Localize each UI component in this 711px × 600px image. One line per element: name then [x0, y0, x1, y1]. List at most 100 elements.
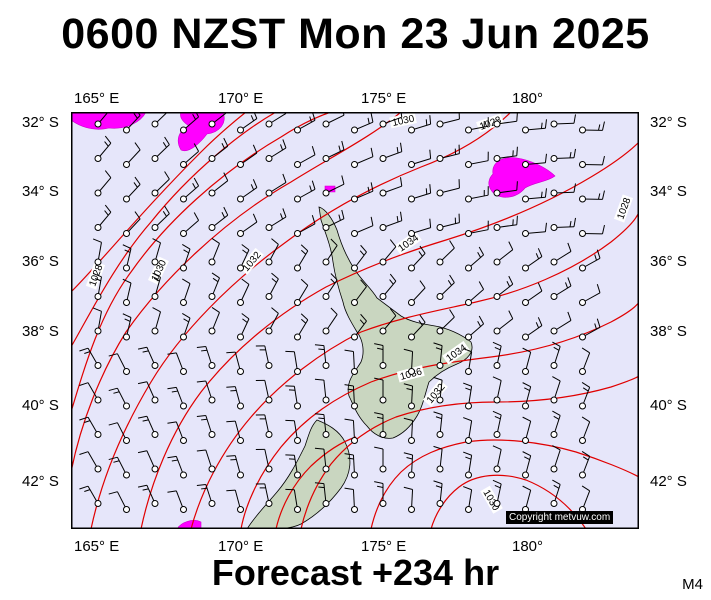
station-circle — [322, 362, 330, 369]
station-circle — [408, 437, 415, 444]
wind-barb-feather — [241, 278, 250, 285]
station-circle — [493, 362, 501, 369]
wind-barb-feather — [522, 416, 531, 422]
wind-barb-feather — [342, 112, 345, 116]
wind-barb-feather — [226, 489, 236, 492]
wind-barb-feather — [573, 217, 577, 227]
station-circle — [579, 402, 586, 410]
wind-barb-feather — [79, 347, 89, 352]
station-circle — [522, 402, 529, 410]
wind-barb-feather — [84, 351, 91, 354]
wind-barb-feather — [494, 346, 501, 351]
wind-barb-feather — [242, 249, 248, 254]
wind-barb-feather — [370, 147, 374, 157]
wind-barb-feather — [406, 388, 413, 391]
station-circle — [237, 161, 244, 168]
wind-barb-feather — [494, 415, 501, 420]
wind-barb-feather — [241, 313, 250, 320]
station-circle — [123, 161, 130, 168]
station-circle — [351, 437, 358, 444]
wind-barb-feather — [79, 485, 89, 490]
station-circle — [465, 506, 472, 513]
station-circle — [493, 120, 501, 128]
station-circle — [180, 264, 187, 272]
station-circle — [123, 333, 130, 341]
wind-barb-feather — [104, 135, 112, 144]
station-circle — [493, 293, 501, 300]
station-circle — [294, 230, 301, 237]
wind-barb-feather — [108, 353, 118, 357]
station-circle — [180, 195, 187, 203]
wind-barb-feather — [167, 421, 177, 424]
wind-barb-feather — [311, 215, 316, 224]
wind-barb-feather — [318, 486, 325, 489]
station-circle — [151, 120, 159, 128]
station-circle — [379, 258, 387, 266]
wind-barb-feather — [540, 191, 543, 198]
wind-barb-feather — [271, 272, 279, 280]
station-circle — [379, 189, 387, 197]
wind-barb-feather — [552, 410, 561, 416]
wind-barb-feather — [492, 341, 502, 347]
isobar-9 — [300, 375, 639, 529]
station-circle — [550, 120, 558, 128]
wind-barb-feather — [573, 148, 577, 158]
station-circle — [294, 471, 301, 479]
wind-barb-feather — [516, 181, 518, 191]
wind-barb-feather — [553, 346, 560, 351]
weather-map-canvas: 1030 1028 1028 1028 1030 — [71, 112, 639, 529]
station-circle — [208, 224, 216, 231]
station-circle — [180, 506, 187, 513]
wind-barb-feather — [478, 246, 485, 256]
station-circle — [208, 189, 216, 197]
wind-barb-feather — [318, 348, 325, 351]
wind-barb-feather — [133, 182, 138, 188]
station-circle — [151, 189, 159, 197]
lat-label-left-34: 34° S — [22, 183, 59, 200]
station-circle — [237, 437, 244, 444]
wind-barb-feather — [477, 252, 482, 258]
wind-barb-feather — [211, 238, 220, 244]
station-circle — [579, 161, 586, 168]
wind-barb-feather — [552, 479, 561, 485]
wind-barb-feather — [318, 417, 325, 420]
wind-barb-feather — [182, 313, 191, 319]
wind-barb-feather — [280, 144, 284, 151]
wind-barb-feather — [223, 137, 229, 147]
isobar-12 — [275, 436, 357, 529]
station-circle — [265, 189, 273, 197]
wind-barb-feather — [193, 143, 200, 152]
station-circle — [579, 471, 586, 479]
station-circle — [94, 396, 102, 404]
wind-barb-feather — [403, 348, 413, 353]
wind-barb-feather — [201, 487, 208, 490]
station-circle — [151, 465, 159, 473]
wind-barb-feather — [226, 420, 236, 423]
wind-barb-feather — [594, 323, 597, 330]
wind-barb-feather — [330, 307, 338, 315]
wind-barb-feather — [370, 216, 374, 226]
wind-barb-feather — [552, 445, 561, 451]
wind-barb-feather — [164, 171, 170, 180]
station-circle — [379, 396, 387, 404]
station-circle — [408, 471, 415, 479]
wind-barb-feather — [104, 204, 112, 213]
wind-barb-feather — [433, 445, 443, 450]
station-circle — [465, 471, 472, 479]
station-circle — [322, 155, 330, 162]
station-circle — [522, 333, 529, 341]
wind-barb-feather — [403, 417, 413, 422]
station-circle — [379, 224, 387, 231]
station-circle — [265, 293, 273, 300]
wind-barb-feather — [553, 415, 560, 420]
wind-barb-feather — [212, 277, 219, 283]
station-circle — [294, 299, 301, 306]
station-circle — [408, 126, 415, 134]
wind-barb-feather — [508, 275, 514, 285]
wind-barb-feather — [300, 244, 309, 252]
wind-barb-feather — [581, 416, 590, 423]
wind-barb-feather — [535, 322, 540, 329]
station-circle — [151, 293, 159, 300]
wind-barb-feather — [309, 185, 312, 192]
station-circle — [493, 258, 501, 266]
